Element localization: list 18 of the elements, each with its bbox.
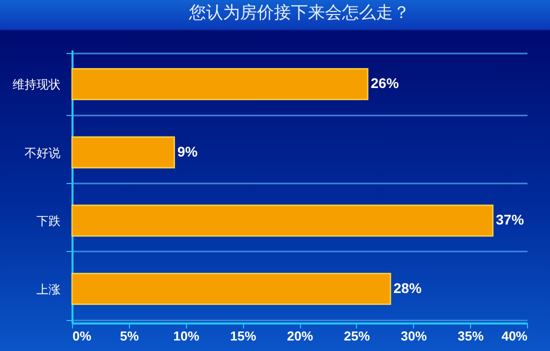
- x-tick-label: 15%: [230, 328, 257, 344]
- data-label: 28%: [394, 280, 422, 296]
- x-tick-label: 5%: [120, 328, 140, 344]
- y-tick-label: 不好说: [24, 146, 60, 160]
- chart-title: 您认为房价接下来会怎么走？: [188, 3, 410, 23]
- x-tick-label: 0%: [72, 328, 92, 344]
- x-tick-label: 35%: [458, 328, 484, 344]
- data-label: 9%: [177, 143, 198, 160]
- data-label: 26%: [370, 75, 400, 92]
- x-tick-label: 10%: [173, 328, 200, 344]
- x-tick-label: 25%: [344, 328, 370, 344]
- data-label: 37%: [496, 212, 524, 228]
- x-tick-label: 40%: [501, 328, 528, 344]
- y-tick-label: 下跌: [36, 214, 60, 228]
- y-tick-label: 上涨: [36, 282, 60, 296]
- x-tick-label: 20%: [286, 328, 314, 344]
- y-tick-label: 维持现状: [12, 78, 60, 92]
- x-tick-label: 30%: [400, 328, 428, 344]
